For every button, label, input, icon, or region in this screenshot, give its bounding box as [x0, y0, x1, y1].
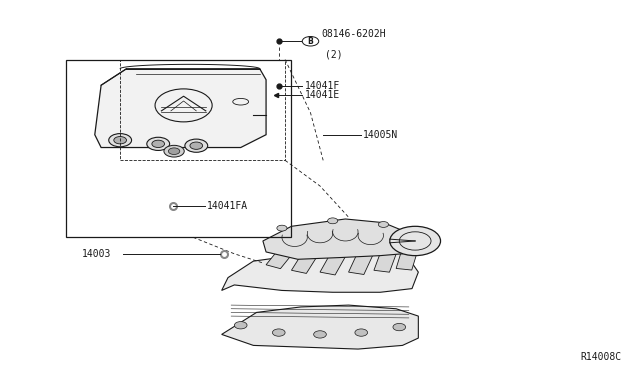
Circle shape	[168, 148, 180, 154]
Text: (2): (2)	[325, 49, 342, 59]
Circle shape	[273, 329, 285, 336]
Polygon shape	[221, 248, 419, 292]
Text: 14041F: 14041F	[305, 81, 340, 92]
Circle shape	[164, 145, 184, 157]
Bar	[320, 253, 346, 275]
Circle shape	[314, 331, 326, 338]
Bar	[266, 247, 295, 269]
Text: R14008C: R14008C	[580, 352, 621, 362]
Circle shape	[114, 137, 127, 144]
Circle shape	[328, 218, 338, 224]
Circle shape	[234, 321, 247, 329]
Text: 14041FA: 14041FA	[207, 201, 248, 211]
Circle shape	[152, 140, 164, 148]
Text: B: B	[308, 37, 314, 46]
Polygon shape	[221, 305, 419, 349]
Circle shape	[390, 226, 440, 256]
Text: 14005N: 14005N	[363, 130, 398, 140]
Bar	[349, 253, 373, 275]
Text: 14041E: 14041E	[305, 90, 340, 100]
Circle shape	[355, 329, 367, 336]
Text: 08146-6202H: 08146-6202H	[321, 29, 386, 39]
Circle shape	[190, 142, 203, 149]
Circle shape	[109, 134, 132, 147]
Bar	[291, 251, 318, 273]
Polygon shape	[263, 219, 406, 259]
Polygon shape	[95, 69, 266, 148]
Circle shape	[393, 323, 406, 331]
Bar	[120, 60, 285, 160]
Circle shape	[302, 36, 319, 46]
Text: 14003: 14003	[82, 249, 111, 259]
Bar	[374, 251, 397, 272]
Bar	[66, 60, 291, 237]
Circle shape	[147, 137, 170, 150]
Bar	[396, 248, 418, 270]
Circle shape	[185, 139, 208, 152]
Circle shape	[277, 225, 287, 231]
Circle shape	[378, 222, 388, 227]
